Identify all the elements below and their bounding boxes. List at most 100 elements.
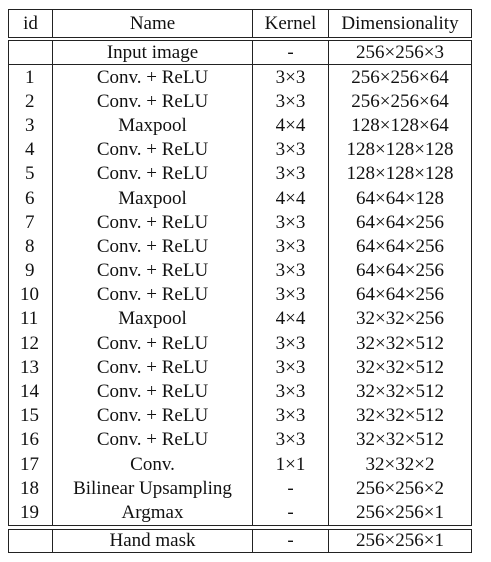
layer-name-cell: Maxpool xyxy=(52,185,253,211)
layer-kernel-cell: 3×3 xyxy=(252,427,329,452)
table-row: 19 Argmax -256×256×1 xyxy=(8,500,472,526)
layer-id-cell: 2 xyxy=(8,89,53,114)
layer-dimensionality-cell: 32×32×512 xyxy=(328,331,472,356)
header-kernel: Kernel xyxy=(252,9,329,38)
layer-id-cell: 7 xyxy=(8,210,53,235)
table-row: 16 Conv. + ReLU 3×3 32×32×512 xyxy=(8,427,472,452)
output-row: Hand mask - 256×256×1 xyxy=(8,528,472,553)
layer-name-cell: Conv. + ReLU xyxy=(52,403,253,428)
layer-name-cell: Conv. + ReLU xyxy=(52,282,253,307)
layer-name-cell: Conv. + ReLU xyxy=(52,89,253,114)
output-dimensionality-cell: 256×256×1 xyxy=(328,528,472,553)
layer-dimensionality-cell: 128×128×128 xyxy=(328,137,472,162)
layer-dimensionality-cell: 64×64×256 xyxy=(328,210,472,235)
layer-name-cell: Conv. xyxy=(52,452,253,477)
header-row: id Name Kernel Dimensionality xyxy=(8,9,472,38)
layer-kernel-cell: 3×3 xyxy=(252,403,329,428)
layer-dimensionality-cell: 64×64×256 xyxy=(328,282,472,307)
layer-kernel-cell: 3×3 xyxy=(252,137,329,162)
header-dimensionality: Dimensionality xyxy=(328,9,472,38)
layer-kernel-cell: 4×4 xyxy=(252,113,329,138)
table-row: 18 Bilinear Upsampling -256×256×2 xyxy=(8,476,472,501)
output-kernel-cell: - xyxy=(252,528,329,553)
layer-dimensionality-cell: 32×32×256 xyxy=(328,306,472,332)
layer-kernel-cell: 3×3 xyxy=(252,282,329,307)
layer-kernel-cell: 3×3 xyxy=(252,258,329,283)
layer-dimensionality-cell: 256×256×64 xyxy=(328,89,472,114)
table-row: 11 Maxpool 4×4 32×32×256 xyxy=(8,306,472,332)
table-row: 2 Conv. + ReLU 3×3 256×256×64 xyxy=(8,89,472,114)
table-row: 5 Conv. + ReLU 3×3 128×128×128 xyxy=(8,161,472,186)
layer-id-cell: 6 xyxy=(8,185,53,211)
layer-kernel-cell: 3×3 xyxy=(252,210,329,235)
table-row: 12 Conv. + ReLU 3×3 32×32×512 xyxy=(8,331,472,356)
layer-name-cell: Maxpool xyxy=(52,306,253,332)
table-row: 8 Conv. + ReLU 3×3 64×64×256 xyxy=(8,234,472,259)
layer-id-cell: 18 xyxy=(8,476,53,501)
table-row: 1 Conv. + ReLU 3×3 256×256×64 xyxy=(8,64,472,90)
table-row: 17 Conv. 1×1 32×32×2 xyxy=(8,452,472,477)
table-body: Input image - 256×256×3 1 Conv. + ReLU 3×3… xyxy=(8,38,472,553)
header-id: id xyxy=(8,9,53,38)
input-id-cell xyxy=(8,40,53,65)
layer-dimensionality-cell: 256×256×2 xyxy=(328,476,472,501)
layer-dimensionality-cell: 256×256×64 xyxy=(328,64,472,90)
layer-id-cell: 17 xyxy=(8,452,53,477)
layer-name-cell: Conv. + ReLU xyxy=(52,210,253,235)
table-row: 4 Conv. + ReLU 3×3 128×128×128 xyxy=(8,137,472,162)
layer-dimensionality-cell: 256×256×1 xyxy=(328,500,472,526)
output-id-cell xyxy=(8,528,53,553)
layer-dimensionality-cell: 32×32×2 xyxy=(328,452,472,477)
layer-dimensionality-cell: 32×32×512 xyxy=(328,427,472,452)
layer-kernel-cell: 3×3 xyxy=(252,89,329,114)
layer-kernel-cell: 3×3 xyxy=(252,161,329,186)
input-dimensionality-cell: 256×256×3 xyxy=(328,40,472,65)
input-kernel-cell: - xyxy=(252,40,329,65)
table-row: 13 Conv. + ReLU 3×3 32×32×512 xyxy=(8,355,472,380)
layer-name-cell: Conv. + ReLU xyxy=(52,161,253,186)
table-row: 14 Conv. + ReLU 3×3 32×32×512 xyxy=(8,379,472,404)
layer-name-cell: Conv. + ReLU xyxy=(52,137,253,162)
layer-id-cell: 19 xyxy=(8,500,53,526)
layer-dimensionality-cell: 32×32×512 xyxy=(328,355,472,380)
layer-id-cell: 9 xyxy=(8,258,53,283)
layer-kernel-cell: 3×3 xyxy=(252,355,329,380)
layer-dimensionality-cell: 128×128×64 xyxy=(328,113,472,138)
layer-kernel-cell: - xyxy=(252,500,329,526)
layer-name-cell: Conv. + ReLU xyxy=(52,64,253,90)
layer-name-cell: Conv. + ReLU xyxy=(52,427,253,452)
layer-name-cell: Conv. + ReLU xyxy=(52,331,253,356)
layer-dimensionality-cell: 32×32×512 xyxy=(328,403,472,428)
layer-id-cell: 3 xyxy=(8,113,53,138)
output-name-cell: Hand mask xyxy=(52,528,253,553)
layer-id-cell: 8 xyxy=(8,234,53,259)
layer-id-cell: 12 xyxy=(8,331,53,356)
table-row: 9 Conv. + ReLU 3×3 64×64×256 xyxy=(8,258,472,283)
layer-name-cell: Conv. + ReLU xyxy=(52,234,253,259)
layer-name-cell: Argmax xyxy=(52,500,253,526)
layer-name-cell: Conv. + ReLU xyxy=(52,379,253,404)
layer-kernel-cell: 3×3 xyxy=(252,331,329,356)
table-header: id Name Kernel Dimensionality xyxy=(8,9,472,38)
layer-id-cell: 14 xyxy=(8,379,53,404)
layer-id-cell: 4 xyxy=(8,137,53,162)
input-row: Input image - 256×256×3 xyxy=(8,40,472,65)
network-architecture-table: id Name Kernel Dimensionality Input imag… xyxy=(8,9,472,553)
table-row: 3 Maxpool 4×4 128×128×64 xyxy=(8,113,472,138)
layer-name-cell: Maxpool xyxy=(52,113,253,138)
table-row: 15 Conv. + ReLU 3×3 32×32×512 xyxy=(8,403,472,428)
table-row: 7 Conv. + ReLU 3×3 64×64×256 xyxy=(8,210,472,235)
layer-name-cell: Conv. + ReLU xyxy=(52,355,253,380)
layer-id-cell: 15 xyxy=(8,403,53,428)
layer-id-cell: 16 xyxy=(8,427,53,452)
input-name-cell: Input image xyxy=(52,40,253,65)
header-name: Name xyxy=(52,9,253,38)
layer-kernel-cell: 3×3 xyxy=(252,64,329,90)
layer-id-cell: 13 xyxy=(8,355,53,380)
layer-kernel-cell: 3×3 xyxy=(252,234,329,259)
layer-id-cell: 1 xyxy=(8,64,53,90)
table-row: 6 Maxpool 4×4 64×64×128 xyxy=(8,185,472,211)
layer-name-cell: Conv. + ReLU xyxy=(52,258,253,283)
layer-dimensionality-cell: 64×64×256 xyxy=(328,258,472,283)
layer-dimensionality-cell: 128×128×128 xyxy=(328,161,472,186)
